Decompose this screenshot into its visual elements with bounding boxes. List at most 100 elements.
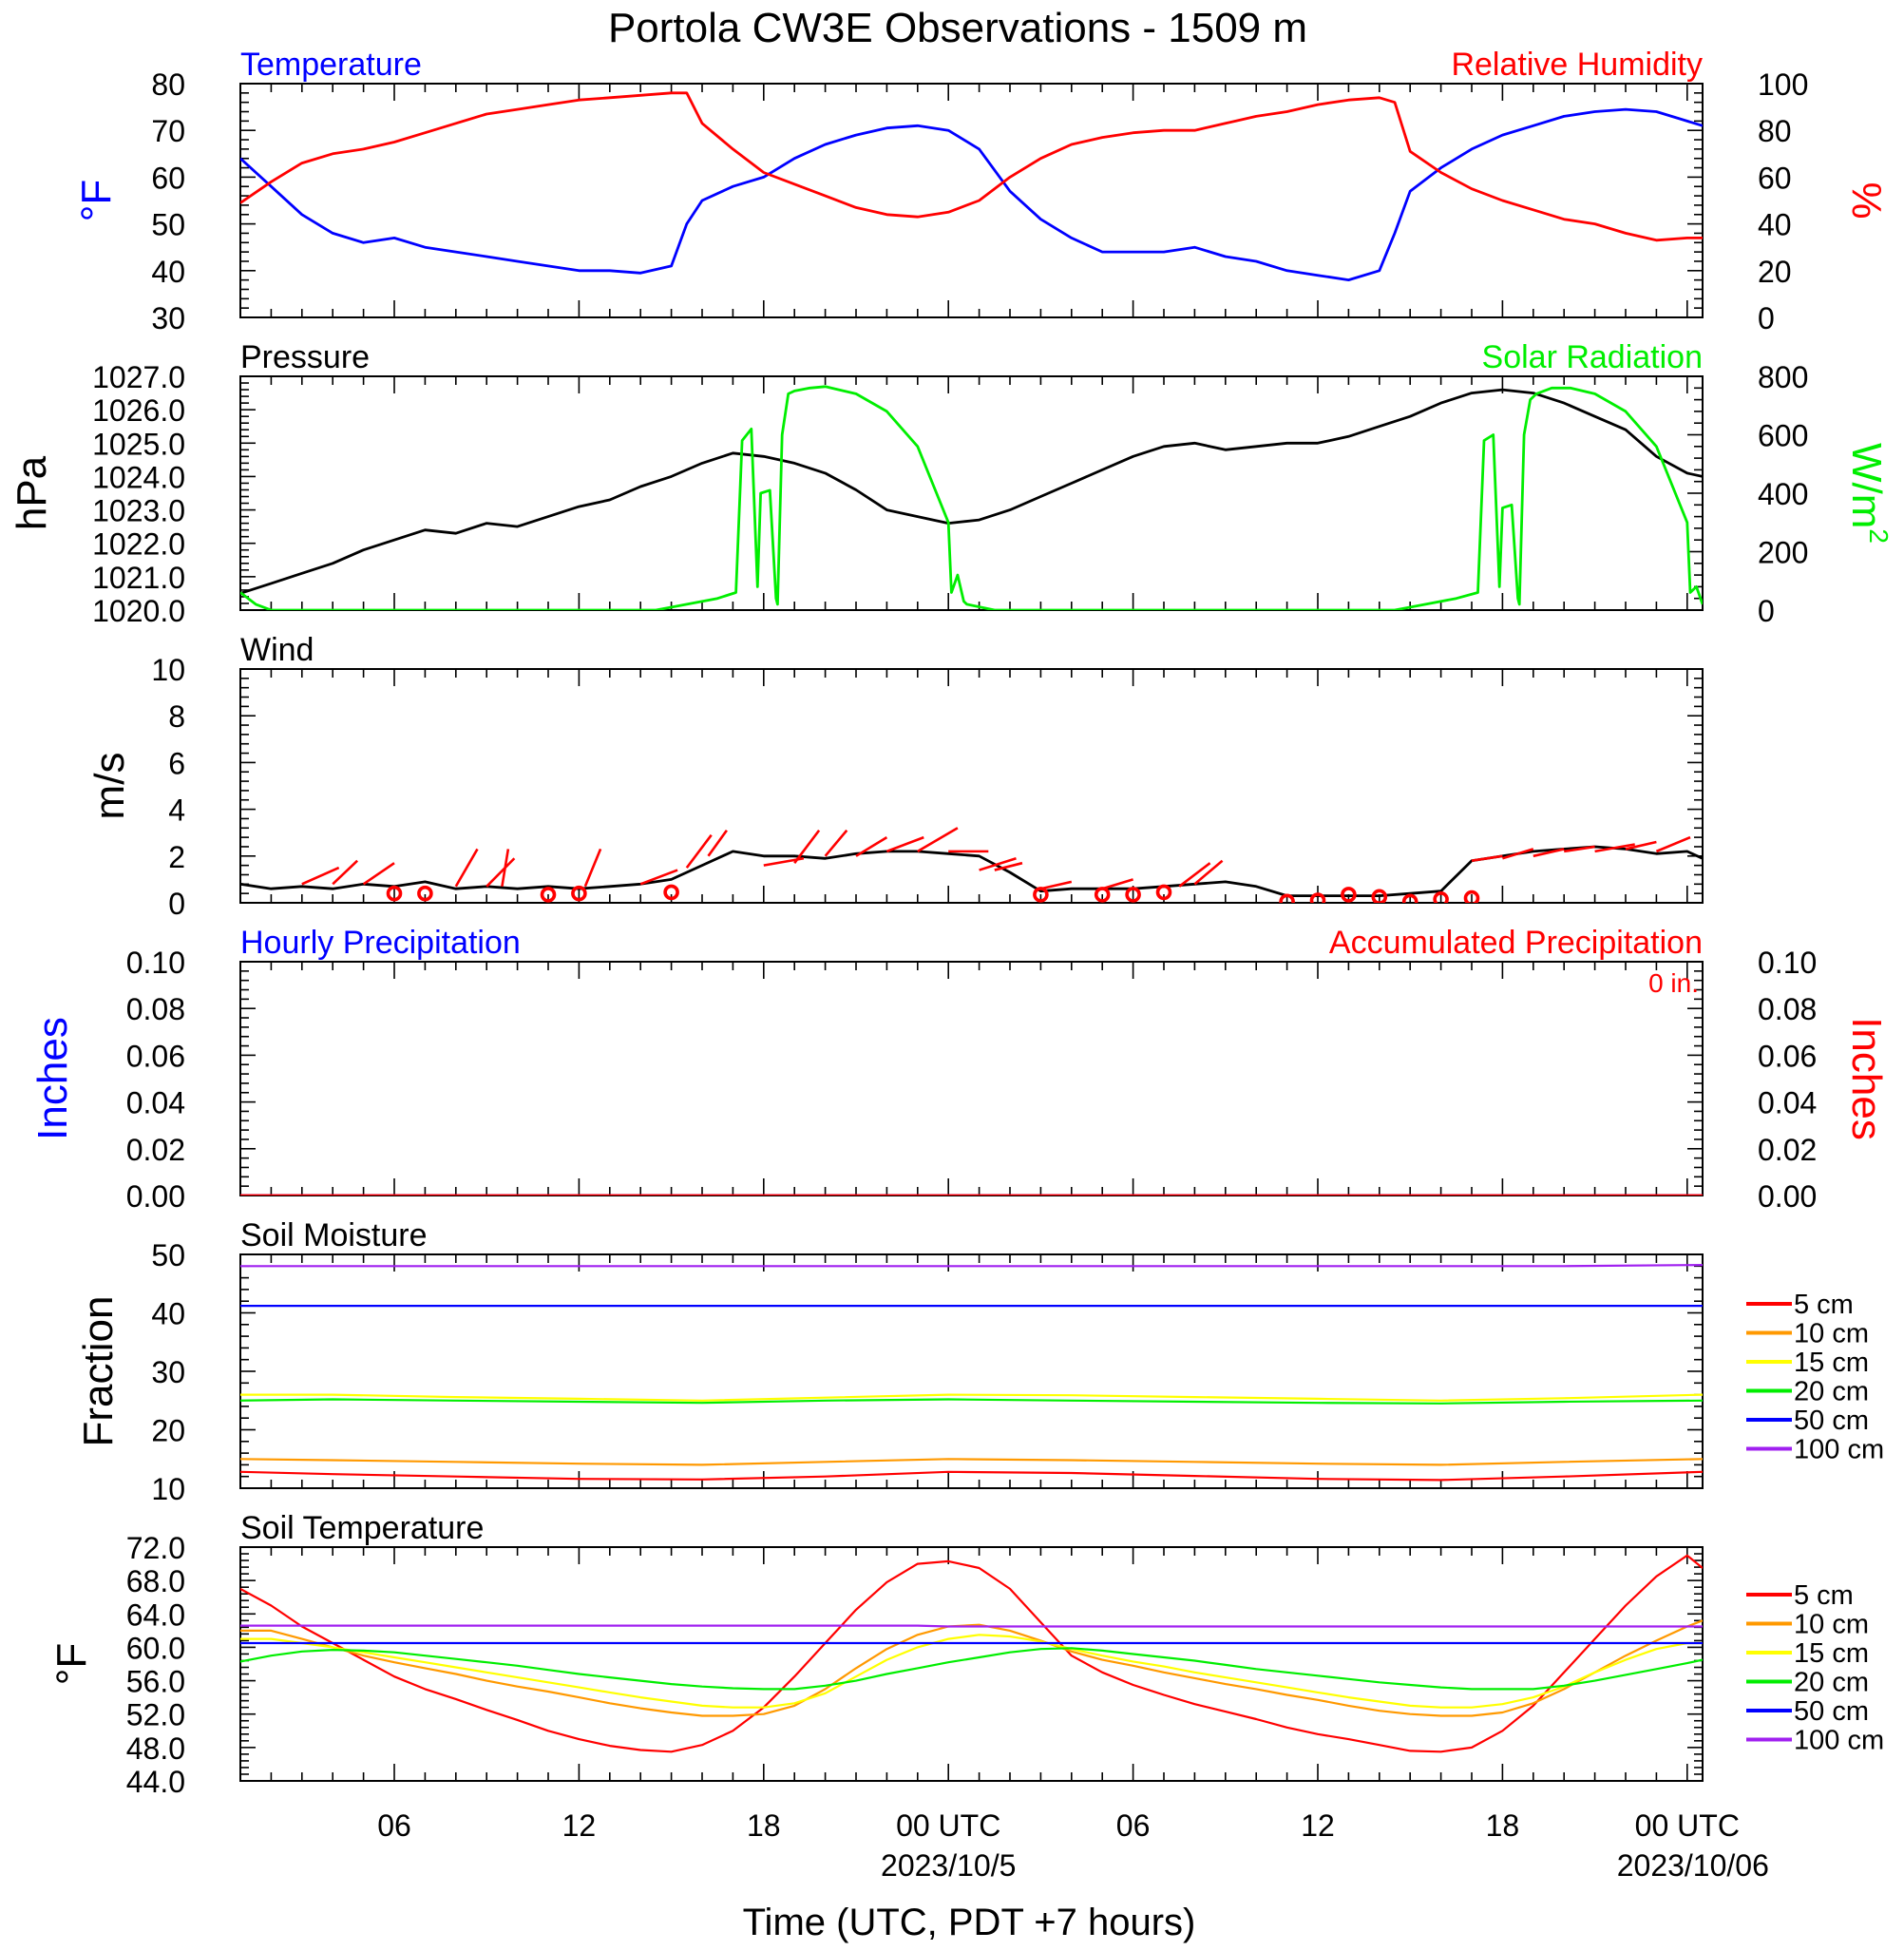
- panel-title-right: Solar Radiation: [1482, 339, 1703, 375]
- y-axis-label-left: Fraction: [75, 1296, 122, 1447]
- wind-barb: [1564, 845, 1595, 853]
- y-tick-label-left: 8: [168, 699, 185, 734]
- legend-label: 15 cm: [1794, 1348, 1869, 1378]
- wind-barb: [917, 827, 959, 853]
- series-10-cm: [240, 1619, 1703, 1717]
- plot-frame: [239, 1546, 1704, 1782]
- panel-precip: 0.00 0.02 0.04 0.06 0.08 0.10 0.00 0.02 0.04 0.06…: [29, 925, 1890, 1214]
- y-tick-label-left: 0.10: [126, 946, 185, 980]
- y-tick-label-left: 4: [168, 794, 185, 828]
- y-tick-label-right: 0.08: [1758, 992, 1817, 1026]
- wind-barb: [362, 862, 395, 886]
- y-tick-label-right: 200: [1758, 536, 1808, 570]
- wind-barb: [1502, 848, 1534, 860]
- legend-label: 50 cm: [1794, 1696, 1869, 1727]
- panel-pressure_solar: 1020.01021.01022.01023.01024.01025.01026…: [9, 339, 1894, 628]
- panel-title-left: Soil Moisture: [240, 1217, 428, 1253]
- plot-area: [240, 1554, 1703, 1753]
- y-axis-label-right-text: %: [1843, 182, 1890, 219]
- y-tick-label-left: 2: [168, 840, 185, 874]
- legend-label: 5 cm: [1794, 1580, 1854, 1611]
- y-tick-label-left: 52.0: [126, 1698, 185, 1732]
- y-tick-label-left: 40: [151, 1297, 185, 1331]
- y-axis-label-right: W/m2: [1843, 443, 1894, 544]
- y-tick-label-left: 10: [151, 653, 185, 687]
- wind-barb: [454, 848, 479, 888]
- series-wind: [240, 845, 1703, 897]
- series-10-cm: [240, 1458, 1703, 1466]
- y-tick-label-left: 0.06: [126, 1039, 185, 1073]
- y-tick-label-left: 1020.0: [92, 594, 185, 628]
- y-axis-label-right: Inches: [1843, 1017, 1890, 1140]
- wind-barb: [1625, 840, 1657, 851]
- calm-wind-circle: [663, 884, 679, 901]
- calm-wind-circle: [1309, 892, 1326, 903]
- y-tick-label-left: 1026.0: [92, 393, 185, 428]
- y-tick-label-right: 100: [1758, 67, 1808, 102]
- calm-wind-circle: [1401, 893, 1418, 903]
- wind-barb: [1193, 859, 1224, 886]
- y-tick-label-left: 1024.0: [92, 460, 185, 494]
- panel-title-right: Accumulated Precipitation: [1329, 925, 1703, 961]
- legend-label: 100 cm: [1794, 1726, 1884, 1756]
- y-tick-label-right: 60: [1758, 161, 1792, 195]
- y-tick-label-right: 0.10: [1758, 946, 1817, 980]
- plot-area: [240, 827, 1703, 903]
- y-tick-label-right: 600: [1758, 419, 1808, 453]
- y-tick-label-right: 80: [1758, 114, 1792, 148]
- legend-label: 15 cm: [1794, 1638, 1869, 1669]
- panel-title-right: Relative Humidity: [1451, 47, 1703, 83]
- y-tick-label-left: 80: [151, 67, 185, 102]
- series-15-cm: [240, 1393, 1703, 1402]
- panel-wind: 0 2 4 6 8 10 Wind m/s: [86, 632, 1704, 921]
- calm-wind-circle: [540, 887, 557, 903]
- series-pressure: [240, 388, 1703, 595]
- wind-barb: [1594, 843, 1635, 853]
- series-100-cm: [240, 1264, 1703, 1268]
- y-tick-label-left: 1021.0: [92, 561, 185, 595]
- y-tick-label-left: 72.0: [126, 1531, 185, 1565]
- y-tick-label-right: 0: [1758, 594, 1775, 628]
- legend-label: 20 cm: [1794, 1668, 1869, 1698]
- panel-temp_rh: 30 40 50 60 70 80 0 20 40 60 80 100 Temperature Relat…: [73, 47, 1890, 335]
- y-tick-label-left: 0: [168, 887, 185, 921]
- y-tick-label-left: 50: [151, 208, 185, 242]
- calm-wind-circle: [1463, 889, 1480, 903]
- y-axis-label-left: °F: [73, 180, 120, 221]
- y-tick-label-right: 400: [1758, 477, 1808, 511]
- wind-barb: [994, 861, 1023, 871]
- x-date-label: 2023/10/06: [1617, 1848, 1769, 1883]
- y-tick-label-left: 0.02: [126, 1133, 185, 1167]
- legend-label: 50 cm: [1794, 1406, 1869, 1436]
- x-tick-label: 18: [1486, 1808, 1520, 1843]
- calm-wind-circle: [417, 885, 433, 902]
- y-tick-label-right: 40: [1758, 208, 1792, 242]
- y-tick-label-left: 60: [151, 161, 185, 195]
- wind-barb: [1101, 878, 1133, 890]
- y-tick-label-left: 64.0: [126, 1597, 185, 1632]
- wind-barb: [979, 857, 1017, 871]
- legend-label: 5 cm: [1794, 1290, 1854, 1320]
- y-axis-label-right-text: W/m: [1843, 443, 1890, 528]
- legend-label: 100 cm: [1794, 1435, 1884, 1465]
- x-tick-label: 00 UTC: [896, 1808, 1000, 1843]
- panel-title-left: Temperature: [240, 47, 422, 83]
- y-tick-label-left: 60.0: [126, 1631, 185, 1665]
- wind-barb: [793, 829, 821, 864]
- wind-barb: [1040, 880, 1073, 890]
- y-tick-label-left: 30: [151, 1355, 185, 1389]
- plot-frame: [239, 961, 1704, 1196]
- x-tick-label: 18: [747, 1808, 781, 1843]
- y-tick-label-left: 1027.0: [92, 360, 185, 394]
- series-5-cm: [240, 1470, 1703, 1482]
- panel-title-left: Wind: [240, 632, 314, 668]
- series-15-cm: [240, 1634, 1703, 1709]
- calm-wind-circle: [571, 885, 587, 902]
- panel-title-left: Soil Temperature: [240, 1510, 484, 1546]
- plot-area: [240, 385, 1703, 610]
- wind-barb: [855, 836, 888, 857]
- x-tick-label: 00 UTC: [1635, 1808, 1740, 1843]
- panel-soil_temperature: 44.048.052.056.060.064.068.072.0 Soil Tem…: [48, 1510, 1884, 1799]
- calm-wind-circle: [1094, 887, 1111, 903]
